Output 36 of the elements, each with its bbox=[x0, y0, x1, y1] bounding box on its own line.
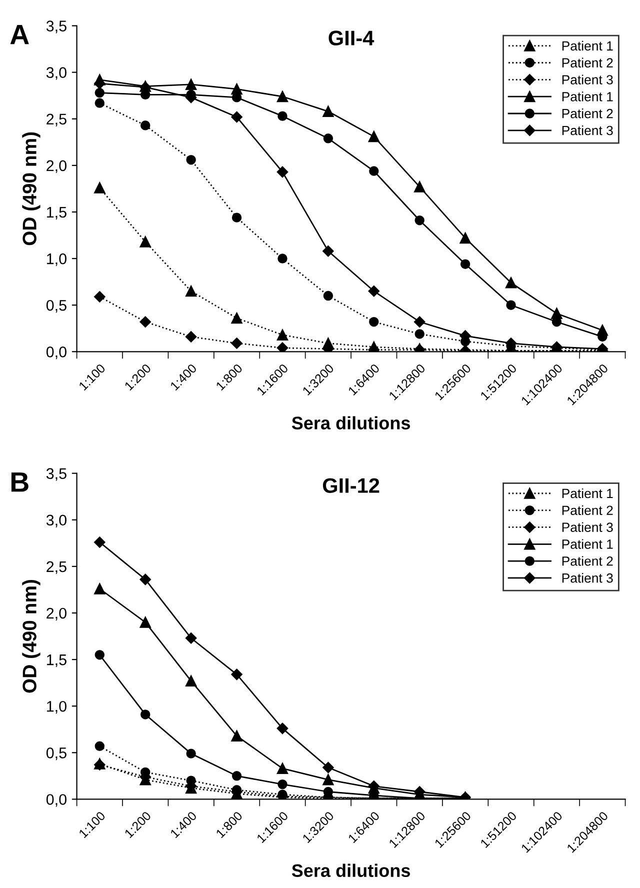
legend-label: Patient 2 bbox=[562, 58, 613, 68]
y-tick-label: 1,5 bbox=[47, 654, 66, 668]
y-axis-title: OD (490 nm) bbox=[22, 132, 40, 246]
legend-label: Patient 2 bbox=[562, 505, 613, 516]
chart-title: GII-4 bbox=[328, 30, 374, 46]
legend-label: Patient 3 bbox=[562, 74, 613, 84]
legend-label: Patient 3 bbox=[562, 125, 613, 136]
x-axis-title: Sera dilutions bbox=[292, 864, 410, 878]
y-tick-label: 3,5 bbox=[46, 468, 66, 481]
y-tick-label: 0,5 bbox=[46, 300, 66, 313]
y-tick-label: 1,0 bbox=[47, 700, 66, 714]
legend-label: Patient 1 bbox=[562, 92, 613, 102]
y-tick-label: 3,5 bbox=[46, 20, 66, 34]
y-tick-label: 3,0 bbox=[46, 514, 66, 528]
y-tick-label: 2,5 bbox=[46, 114, 66, 126]
legend-label: Patient 2 bbox=[562, 556, 613, 566]
legend-label: Patient 1 bbox=[562, 488, 613, 498]
text: A bbox=[10, 24, 29, 44]
y-tick-label: 2,5 bbox=[46, 561, 66, 574]
legend-label: Patient 1 bbox=[562, 539, 613, 549]
legend-label: Patient 3 bbox=[562, 522, 613, 532]
y-tick-label: 0,0 bbox=[46, 346, 66, 360]
y-tick-label: 0,5 bbox=[46, 748, 66, 760]
x-axis-title: Sera dilutions bbox=[292, 416, 410, 430]
legend-label: Patient 3 bbox=[562, 573, 613, 583]
y-tick-label: 2,0 bbox=[46, 608, 66, 620]
legend-label: Patient 2 bbox=[562, 108, 613, 118]
legend-label: Patient 1 bbox=[562, 40, 613, 51]
y-axis-title: OD (490 nm) bbox=[22, 580, 40, 693]
text: B bbox=[11, 472, 28, 492]
y-tick-label: 0,0 bbox=[46, 794, 66, 807]
y-tick-label: 1,5 bbox=[47, 207, 66, 220]
y-tick-label: 1,0 bbox=[47, 253, 66, 266]
y-tick-label: 2,0 bbox=[46, 160, 66, 173]
y-tick-label: 3,0 bbox=[46, 67, 66, 80]
chart-title: GII-12 bbox=[322, 478, 380, 493]
